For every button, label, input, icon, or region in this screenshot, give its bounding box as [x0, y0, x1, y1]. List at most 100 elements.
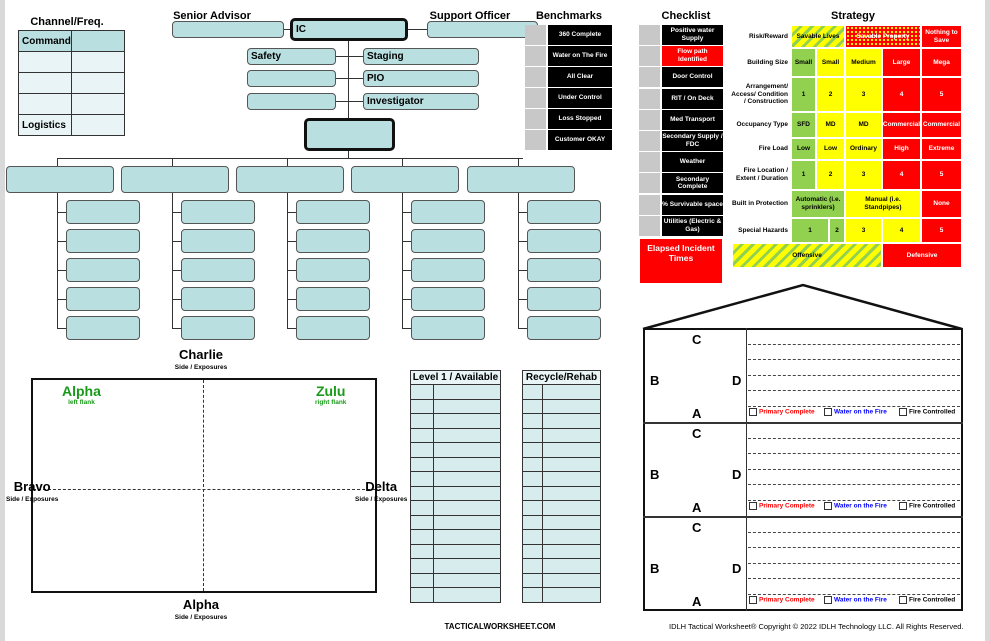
- unit-box[interactable]: [411, 229, 485, 253]
- strategy-cell[interactable]: Savable Property: [845, 25, 921, 48]
- table-cell[interactable]: [410, 558, 434, 574]
- unit-box[interactable]: [527, 229, 601, 253]
- strategy-cell[interactable]: Medium: [845, 48, 882, 77]
- benchmark-row[interactable]: Under Control: [525, 88, 612, 108]
- note-line[interactable]: [748, 343, 960, 345]
- senior-advisor-box[interactable]: [172, 21, 284, 38]
- strategy-cell[interactable]: Mega: [921, 48, 962, 77]
- strategy-cell[interactable]: Small: [791, 48, 816, 77]
- checkbox-primary-complete[interactable]: Primary Complete: [749, 596, 815, 604]
- checkbox-fire-controlled[interactable]: Fire Controlled: [899, 502, 955, 510]
- section-box[interactable]: [467, 166, 575, 193]
- table-cell[interactable]: [541, 471, 601, 487]
- unit-box[interactable]: [296, 316, 370, 340]
- channel-freq[interactable]: [71, 51, 125, 73]
- table-cell[interactable]: [410, 587, 434, 603]
- table-cell[interactable]: [432, 572, 501, 588]
- note-line[interactable]: [748, 437, 960, 439]
- strategy-cell[interactable]: MD: [845, 112, 882, 138]
- strategy-cell[interactable]: Savable Lives: [791, 25, 845, 48]
- table-cell[interactable]: [410, 442, 434, 458]
- strategy-cell[interactable]: 1: [791, 218, 829, 243]
- note-line[interactable]: [748, 593, 960, 595]
- benchmark-time-cell[interactable]: [525, 67, 546, 87]
- table-cell[interactable]: [541, 384, 601, 400]
- unit-box[interactable]: [527, 316, 601, 340]
- strategy-cell[interactable]: 1: [791, 77, 816, 112]
- strategy-cell[interactable]: Extreme: [921, 138, 962, 160]
- table-cell[interactable]: [410, 500, 434, 516]
- footer-site[interactable]: TACTICALWORKSHEET.COM: [444, 622, 556, 631]
- table-cell[interactable]: [522, 384, 543, 400]
- table-cell[interactable]: [410, 572, 434, 588]
- table-cell[interactable]: [522, 500, 543, 516]
- table-cell[interactable]: [410, 485, 434, 501]
- unit-box[interactable]: [181, 229, 255, 253]
- benchmark-time-cell[interactable]: [525, 130, 546, 150]
- section-box[interactable]: [6, 166, 114, 193]
- strategy-cell[interactable]: Commercial: [882, 112, 921, 138]
- strategy-cell[interactable]: Low: [791, 138, 816, 160]
- strategy-cell[interactable]: Low: [816, 138, 845, 160]
- strategy-cell[interactable]: 4: [882, 160, 921, 190]
- unit-box[interactable]: [296, 229, 370, 253]
- table-cell[interactable]: [541, 543, 601, 559]
- unit-box[interactable]: [181, 316, 255, 340]
- checklist-box[interactable]: [639, 131, 660, 151]
- table-cell[interactable]: [432, 558, 501, 574]
- checkbox-square[interactable]: [824, 596, 832, 604]
- channel-name[interactable]: Command: [18, 30, 72, 52]
- checkbox-square[interactable]: [749, 596, 757, 604]
- benchmark-row[interactable]: All Clear: [525, 67, 612, 87]
- section-box[interactable]: [236, 166, 344, 193]
- strategy-cell[interactable]: Automatic (i.e. sprinklers): [791, 190, 845, 218]
- elapsed-incident-times[interactable]: Elapsed Incident Times: [639, 238, 723, 284]
- checkbox-square[interactable]: [824, 408, 832, 416]
- checklist-row[interactable]: Door Control: [639, 67, 723, 88]
- checkbox-square[interactable]: [749, 408, 757, 416]
- benchmark-row[interactable]: Loss Stopped: [525, 109, 612, 129]
- checkbox-fire-controlled[interactable]: Fire Controlled: [899, 408, 955, 416]
- checklist-row[interactable]: Positive water Supply: [639, 25, 723, 45]
- checklist-box[interactable]: [639, 67, 660, 88]
- staff-right-box[interactable]: Staging: [363, 48, 479, 65]
- benchmark-row[interactable]: Customer OKAY: [525, 130, 612, 150]
- note-line[interactable]: [748, 453, 960, 454]
- staff-left-box[interactable]: [247, 93, 336, 110]
- strategy-cell[interactable]: Small: [816, 48, 845, 77]
- table-cell[interactable]: [432, 529, 501, 545]
- operations-box[interactable]: [304, 118, 395, 151]
- table-cell[interactable]: [541, 456, 601, 472]
- table-cell[interactable]: [432, 456, 501, 472]
- table-cell[interactable]: [541, 442, 601, 458]
- strategy-cell[interactable]: Large: [882, 48, 921, 77]
- channel-freq[interactable]: [71, 30, 125, 52]
- table-cell[interactable]: [410, 514, 434, 530]
- table-cell[interactable]: [522, 543, 543, 559]
- table-cell[interactable]: [522, 587, 543, 603]
- table-cell[interactable]: [522, 413, 543, 429]
- table-cell[interactable]: [432, 398, 501, 414]
- support-officer-box[interactable]: [427, 21, 538, 38]
- unit-box[interactable]: [66, 258, 140, 282]
- table-cell[interactable]: [541, 514, 601, 530]
- channel-name[interactable]: [18, 72, 72, 94]
- table-cell[interactable]: [522, 442, 543, 458]
- checkbox-square[interactable]: [749, 502, 757, 510]
- unit-box[interactable]: [527, 287, 601, 311]
- unit-box[interactable]: [296, 287, 370, 311]
- checklist-row[interactable]: Med Transport: [639, 109, 723, 130]
- strategy-cell[interactable]: 3: [845, 218, 882, 243]
- strategy-cell[interactable]: 2: [816, 160, 845, 190]
- table-cell[interactable]: [432, 442, 501, 458]
- checkbox-water-on-the-fire[interactable]: Water on the Fire: [824, 596, 887, 604]
- table-cell[interactable]: [522, 558, 543, 574]
- checklist-row[interactable]: Secondary Supply / FDC: [639, 131, 723, 151]
- benchmark-time-cell[interactable]: [525, 88, 546, 108]
- benchmark-time-cell[interactable]: [525, 109, 546, 129]
- unit-box[interactable]: [527, 258, 601, 282]
- unit-box[interactable]: [66, 229, 140, 253]
- strategy-cell[interactable]: 4: [882, 218, 921, 243]
- checklist-box[interactable]: [639, 152, 660, 173]
- table-cell[interactable]: [432, 587, 501, 603]
